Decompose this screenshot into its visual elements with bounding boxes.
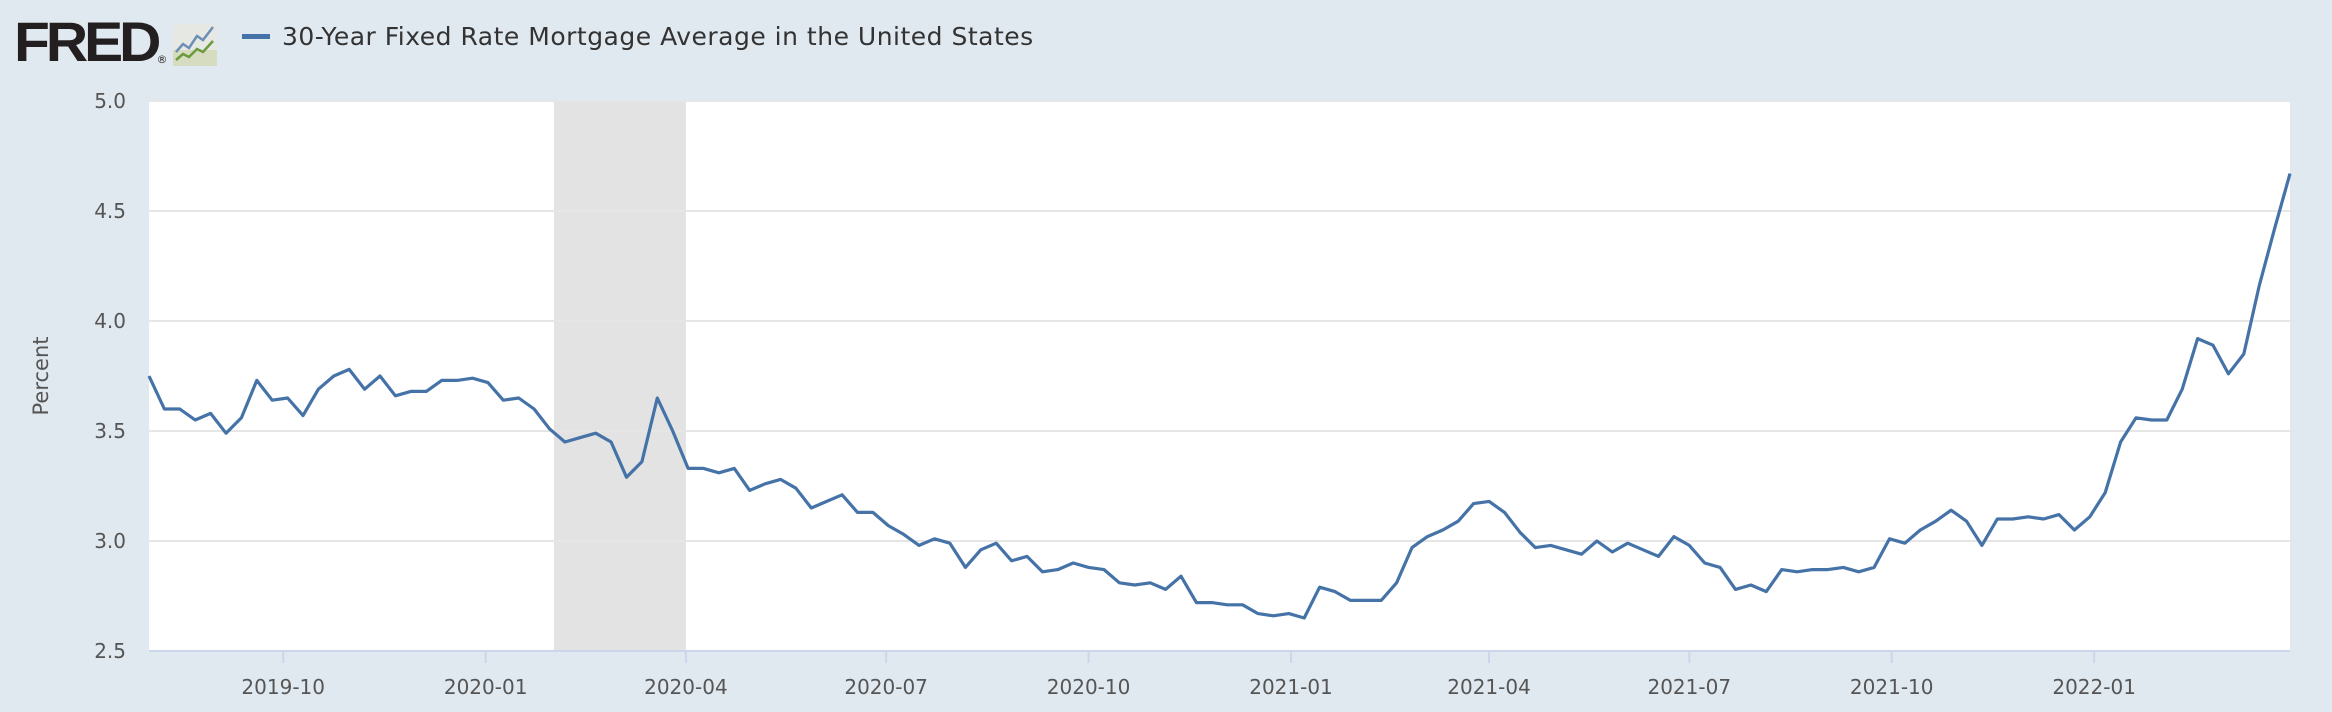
x-tick-label: 2020-01 [444,675,528,699]
chart-legend: 30-Year Fixed Rate Mortgage Average in t… [242,22,1034,51]
y-axis-label: Percent [29,336,53,415]
x-tick-label: 2020-07 [844,675,928,699]
x-tick-label: 2019-10 [241,675,325,699]
x-tick-label: 2021-04 [1447,675,1531,699]
recession-shading [553,101,686,651]
y-tick-label: 4.5 [94,199,126,223]
fred-logo-text: FRED [14,10,161,73]
chart-title: 30-Year Fixed Rate Mortgage Average in t… [282,22,1034,51]
x-tick-label: 2020-10 [1047,675,1131,699]
x-tick-label: 2021-07 [1647,675,1731,699]
x-tick-label: 2022-01 [2052,675,2136,699]
fred-chart-icon [173,24,218,66]
y-tick-label: 5.0 [94,89,126,113]
x-tick-label: 2020-04 [644,675,728,699]
series-line [147,173,2292,620]
registered-mark: ® [156,53,168,66]
x-tick-label: 2021-10 [1850,675,1934,699]
y-tick-label: 3.5 [94,419,126,443]
plot-area [149,101,2290,651]
y-tick-label: 3.0 [94,529,126,553]
fred-logo[interactable]: FRED ® [14,10,218,73]
x-tick-label: 2021-01 [1249,675,1333,699]
legend-swatch [242,34,270,39]
y-tick-label: 4.0 [94,309,126,333]
y-tick-label: 2.5 [94,639,126,663]
